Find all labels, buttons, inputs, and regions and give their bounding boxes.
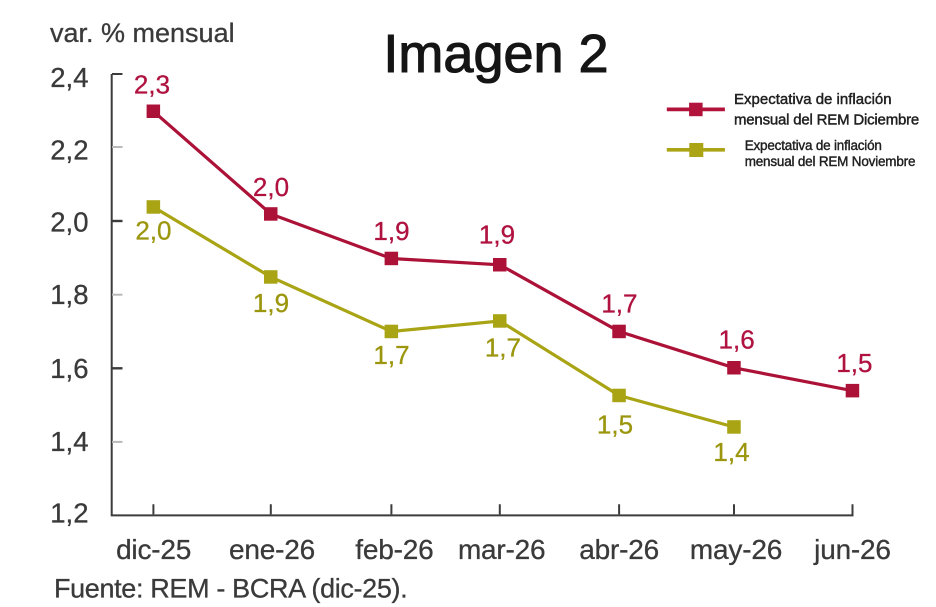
svg-text:2,0: 2,0: [135, 215, 171, 245]
svg-text:mensual del REM Noviembre: mensual del REM Noviembre: [745, 154, 916, 169]
svg-text:1,7: 1,7: [485, 332, 521, 362]
svg-text:1,6: 1,6: [719, 324, 755, 354]
svg-text:mensual del REM Diciembre: mensual del REM Diciembre: [734, 112, 919, 129]
svg-text:Expectativa de inflación: Expectativa de inflación: [745, 138, 882, 153]
svg-text:1,4: 1,4: [713, 437, 749, 467]
svg-text:1,5: 1,5: [597, 409, 633, 439]
svg-text:1,7: 1,7: [601, 288, 637, 318]
svg-text:Fuente: REM - BCRA (dic-25).: Fuente: REM - BCRA (dic-25).: [54, 574, 407, 604]
svg-text:2,0: 2,0: [253, 172, 289, 202]
svg-text:1,7: 1,7: [373, 340, 409, 370]
svg-text:1,4: 1,4: [50, 426, 88, 457]
svg-text:var. % mensual: var. % mensual: [50, 18, 235, 48]
svg-text:mar-26: mar-26: [458, 534, 546, 565]
svg-text:1,9: 1,9: [373, 216, 409, 246]
svg-text:1,9: 1,9: [253, 288, 289, 318]
svg-text:ene-26: ene-26: [229, 534, 315, 565]
svg-text:2,2: 2,2: [50, 135, 88, 166]
svg-text:1,5: 1,5: [836, 348, 872, 378]
svg-text:1,2: 1,2: [50, 498, 88, 529]
svg-text:dic-25: dic-25: [116, 534, 191, 565]
svg-text:1,8: 1,8: [50, 279, 88, 310]
svg-text:2,0: 2,0: [50, 207, 88, 238]
svg-text:feb-26: feb-26: [355, 534, 433, 565]
svg-text:2,4: 2,4: [50, 62, 88, 93]
svg-text:abr-26: abr-26: [579, 534, 659, 565]
svg-text:2,3: 2,3: [134, 69, 170, 99]
svg-text:1,9: 1,9: [479, 219, 515, 249]
svg-text:may-26: may-26: [690, 534, 782, 565]
svg-text:Expectativa de inflación: Expectativa de inflación: [734, 91, 892, 108]
svg-text:Imagen 2: Imagen 2: [383, 24, 608, 84]
svg-text:1,6: 1,6: [50, 353, 88, 384]
svg-text:jun-26: jun-26: [813, 534, 891, 565]
